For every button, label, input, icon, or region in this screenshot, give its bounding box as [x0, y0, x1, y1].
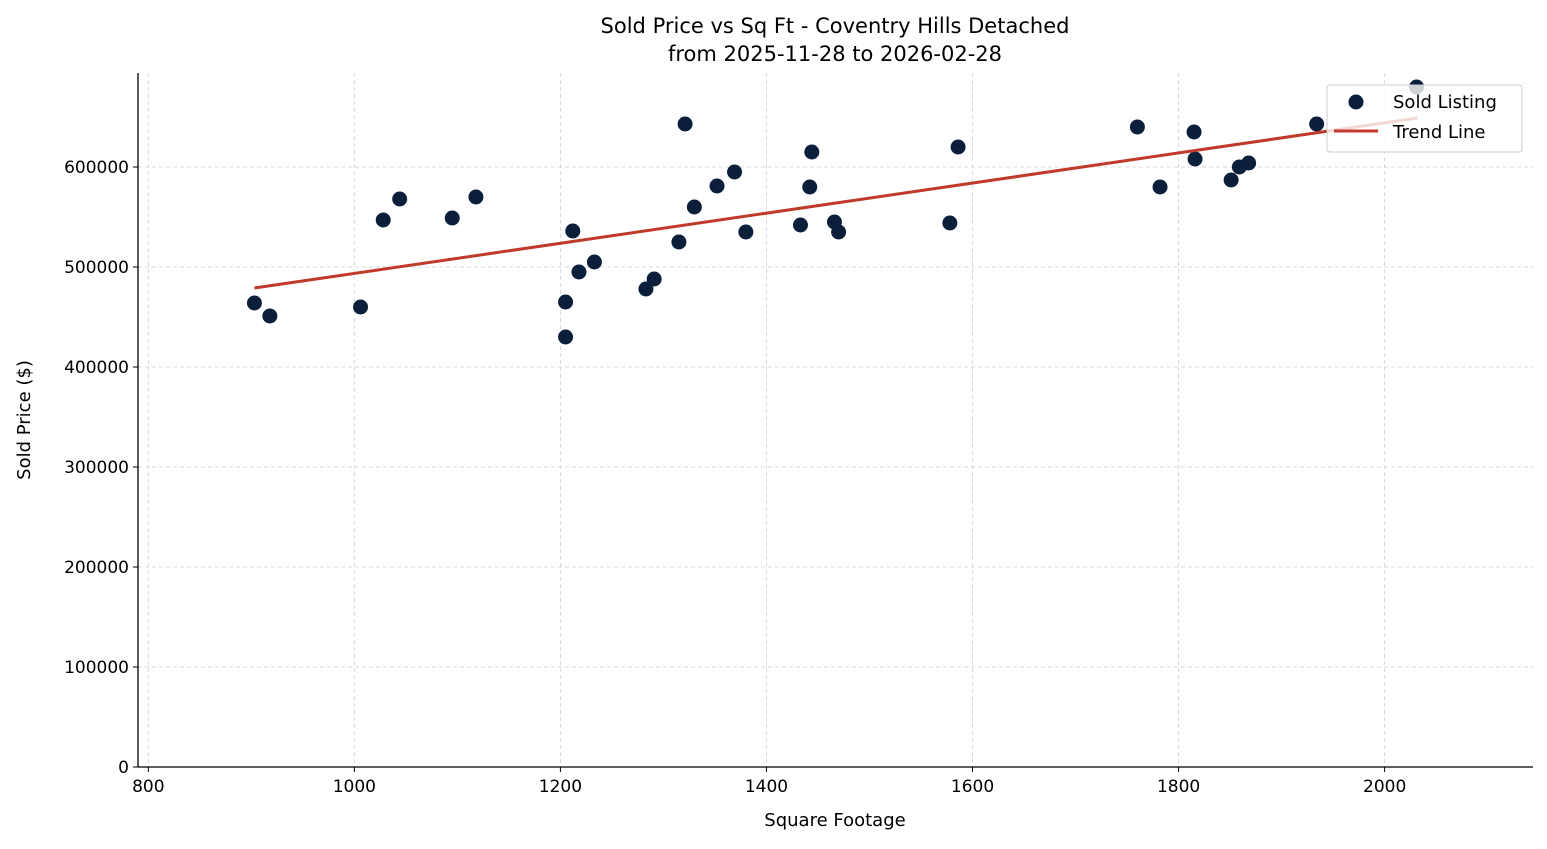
data-point — [646, 271, 662, 287]
x-axis-label: Square Footage — [764, 810, 905, 831]
legend-label-sold-listing: Sold Listing — [1393, 92, 1497, 113]
y-axis-label: Sold Price ($) — [14, 360, 35, 480]
data-point — [802, 179, 818, 195]
data-point — [671, 234, 687, 250]
ticks: 800 1000 1200 1400 1600 1800 2000 0 100000 200000… — [64, 158, 1406, 797]
x-tick-label: 1200 — [539, 777, 582, 797]
data-point — [804, 144, 820, 160]
grid — [138, 73, 1533, 768]
data-point — [262, 308, 278, 324]
data-point — [792, 217, 808, 233]
data-point — [1223, 172, 1239, 188]
data-point — [571, 264, 587, 280]
data-point — [709, 178, 725, 194]
y-tick-label: 200000 — [64, 558, 129, 578]
y-tick-label: 400000 — [64, 358, 129, 378]
data-point — [353, 299, 369, 315]
x-tick-label: 1800 — [1157, 777, 1200, 797]
y-tick-label: 500000 — [64, 258, 129, 278]
data-point — [246, 295, 262, 311]
data-point — [1309, 116, 1325, 132]
data-point — [558, 329, 574, 345]
y-tick-label: 100000 — [64, 658, 129, 678]
data-point — [1187, 151, 1203, 167]
trend-line — [254, 116, 1418, 290]
legend-label-trend-line: Trend Line — [1392, 122, 1486, 143]
data-point — [1152, 179, 1168, 195]
chart-subtitle: from 2025-11-28 to 2026-02-28 — [668, 42, 1002, 66]
chart-title: Sold Price vs Sq Ft - Coventry Hills Det… — [601, 14, 1070, 38]
data-point — [677, 116, 693, 132]
y-tick-label: 300000 — [64, 458, 129, 478]
legend-marker-sold-listing — [1348, 94, 1364, 110]
data-point — [586, 254, 602, 270]
data-point — [942, 215, 958, 231]
data-point — [468, 189, 484, 205]
x-tick-label: 800 — [132, 777, 164, 797]
legend: Sold Listing Trend Line — [1326, 84, 1523, 153]
y-tick-label: 600000 — [64, 158, 129, 178]
x-tick-label: 1400 — [745, 777, 788, 797]
data-point — [727, 164, 743, 180]
data-point — [565, 223, 581, 239]
data-point — [1129, 119, 1145, 135]
data-point — [1241, 155, 1257, 171]
data-point — [638, 281, 654, 297]
y-tick-label: 0 — [118, 758, 129, 778]
data-point — [831, 224, 847, 240]
data-point — [950, 139, 966, 155]
data-point — [686, 199, 702, 215]
data-point — [558, 294, 574, 310]
data-marks — [246, 79, 1425, 345]
data-point — [1186, 124, 1202, 140]
data-point — [375, 212, 391, 228]
data-point — [444, 210, 460, 226]
data-point — [738, 224, 754, 240]
x-tick-label: 1600 — [951, 777, 994, 797]
data-point — [392, 191, 408, 207]
x-tick-label: 2000 — [1363, 777, 1406, 797]
x-tick-label: 1000 — [333, 777, 376, 797]
